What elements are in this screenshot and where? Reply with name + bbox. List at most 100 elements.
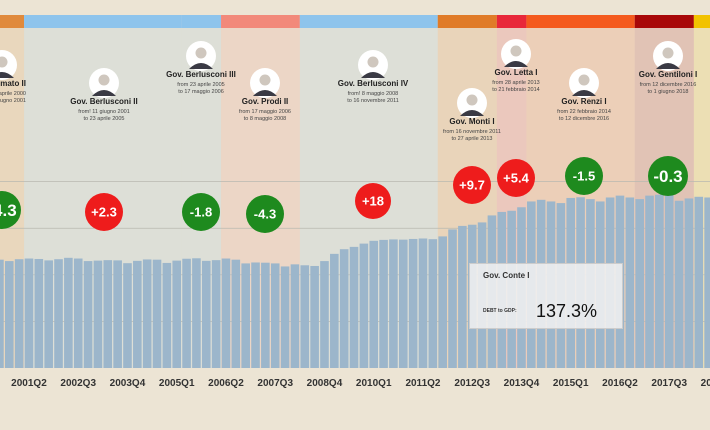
portrait-face (195, 47, 207, 59)
bar (339, 249, 349, 368)
bar (133, 260, 142, 368)
delta-badge (565, 157, 603, 195)
bar (172, 260, 182, 368)
x-tick-label: 2006Q2 (208, 378, 244, 389)
portrait-body (0, 72, 14, 78)
bar (201, 260, 211, 368)
government-dates: to 8 maggio 2008 (244, 116, 287, 122)
bar (664, 194, 674, 368)
x-tick-label: 2017Q3 (651, 378, 687, 389)
bar (645, 195, 654, 368)
x-tick-label: 2002Q3 (60, 378, 96, 389)
portrait-face (98, 74, 110, 86)
delta-badge (85, 193, 123, 231)
bar (389, 239, 398, 368)
bar (704, 197, 710, 368)
bar (83, 261, 93, 368)
bar (251, 262, 260, 368)
delta-badge (648, 156, 688, 196)
delta-value: +18 (362, 194, 384, 209)
government-strip-segment (634, 15, 694, 28)
delta-value: -0.3 (653, 167, 682, 186)
bar (162, 262, 172, 368)
government-dates: da 25 aprile 2000 (0, 91, 26, 97)
bar (4, 261, 14, 368)
government-name: Gov. Prodi II (242, 97, 289, 106)
bar (24, 258, 34, 368)
x-tick-label: 2005Q1 (159, 378, 195, 389)
bar (398, 239, 408, 368)
bar (694, 196, 704, 368)
government-name: Gov. Renzi I (561, 97, 606, 106)
portrait-face (0, 56, 8, 68)
delta-badge (497, 159, 535, 197)
bar (379, 239, 388, 368)
portrait-body (253, 90, 277, 96)
delta-badge (355, 183, 391, 219)
bar (428, 239, 438, 368)
bar (34, 258, 44, 368)
x-tick-label: 2007Q3 (257, 378, 293, 389)
x-axis-ticks: 2001Q2 2002Q3 2003Q4 2005Q1 2006Q2 2007Q3 2008… (11, 378, 710, 389)
portrait-face (662, 47, 674, 59)
bar (103, 260, 113, 368)
government-name: Gov. Monti I (449, 117, 494, 126)
government-dates: from! 8 maggio 2008 (348, 91, 398, 97)
bar (359, 243, 369, 368)
government-dates: from 17 maggio 2006 (239, 109, 291, 115)
tooltip: Gov. Conte I DEBT to GDP: 137.3% (469, 263, 623, 329)
bar (408, 238, 418, 368)
government-strip-segment (24, 15, 182, 28)
government-dates: to 27 aprile 2013 (452, 136, 493, 142)
government-dates: from! 11 giugno 2001 (78, 109, 130, 115)
bar (438, 236, 447, 368)
bar (113, 260, 122, 368)
government-name: Gov. Berlusconi II (70, 97, 137, 106)
government-dates: to 17 maggio 2006 (178, 89, 224, 95)
bar (458, 225, 467, 368)
delta-badge (182, 193, 220, 231)
bar (635, 199, 644, 368)
bar (211, 260, 221, 368)
government-dates: from 16 novembre 2011 (443, 129, 501, 135)
government-name: Gov. Berlusconi IV (338, 79, 409, 88)
x-tick-label: 2001Q2 (11, 378, 47, 389)
bar (192, 258, 201, 368)
government-strip-segment (181, 15, 222, 28)
bar (93, 260, 103, 368)
delta-badge (246, 195, 284, 233)
portrait-body (361, 72, 385, 78)
bar (261, 262, 270, 368)
portrait-body (92, 90, 116, 96)
bar (142, 259, 152, 368)
tooltip-title: Gov. Conte I (483, 271, 530, 280)
delta-value: +5.4 (503, 171, 529, 186)
bar (44, 260, 53, 368)
bar (221, 258, 231, 368)
bar (300, 265, 310, 368)
bar (182, 258, 191, 368)
bar (418, 238, 428, 368)
x-tick-label: 2016Q2 (602, 378, 638, 389)
bar (54, 259, 63, 368)
bar (290, 264, 300, 368)
bar (310, 265, 319, 368)
delta-badge (0, 191, 21, 229)
bar (64, 257, 73, 368)
delta-value: -4.3 (254, 207, 276, 222)
government-label: Gov. Berlusconi IV from! 8 maggio 2008to … (338, 50, 409, 219)
portrait-face (259, 74, 271, 86)
delta-value: +9.7 (459, 178, 485, 193)
x-tick-label: 2013Q4 (504, 378, 540, 389)
government-strip (0, 15, 710, 28)
government-strip-segment (693, 15, 710, 28)
bar (320, 261, 329, 368)
bar (674, 200, 684, 368)
x-tick-label: 2011Q2 (405, 378, 440, 389)
government-dates: to 12 dicembre 2016 (559, 116, 609, 122)
government-name: Gov. Gentiloni I (639, 70, 698, 79)
bar (270, 263, 280, 368)
x-tick-label: 2018Q4 (701, 378, 710, 389)
